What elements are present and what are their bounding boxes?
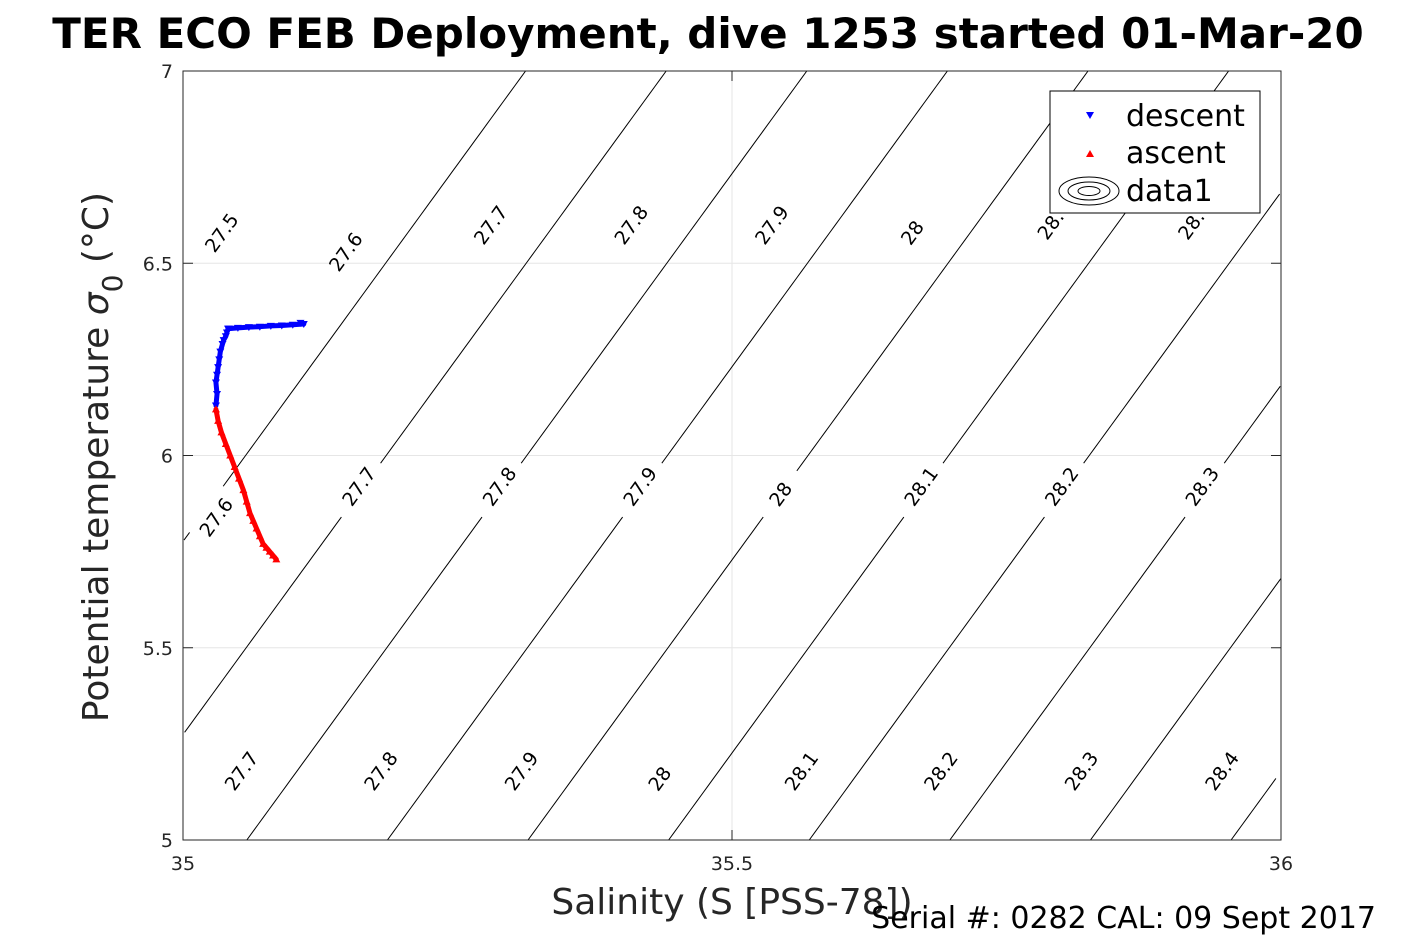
legend-descent-marker	[1086, 112, 1094, 119]
y-tick-label: 6.5	[143, 253, 173, 275]
legend-descent-label: descent	[1126, 99, 1245, 134]
legend-contour-icon	[1058, 176, 1120, 206]
isopycnal-label: 27.7	[221, 748, 264, 795]
isopycnal-label: 27.8	[360, 748, 403, 795]
y-axis-label-unit: (°C)	[76, 192, 117, 275]
legend-ascent-label: ascent	[1126, 136, 1226, 171]
y-tick-label: 6	[161, 446, 173, 468]
isopycnal-line	[796, 70, 1089, 472]
isopycnal-label: 28.1	[900, 463, 943, 510]
isopycnal-label: 27.9	[501, 748, 544, 795]
isopycnal-line	[183, 532, 190, 541]
isopycnal-label: 27.9	[619, 463, 662, 510]
isopycnal-label: 28.3	[1181, 463, 1224, 510]
legend-ascent-marker	[1086, 150, 1094, 157]
isopycnal-label: 28	[644, 763, 676, 796]
data-points	[211, 319, 308, 563]
isopycnal-line	[527, 516, 764, 841]
y-axis-label: Potential temperature σ0 (°C)	[76, 192, 129, 722]
isopycnal-line	[949, 516, 1186, 841]
isopycnal-contours	[183, 70, 1282, 841]
isopycnal-line	[1230, 778, 1277, 841]
isopycnal-line	[1223, 385, 1281, 464]
chart-title: TER ECO FEB Deployment, dive 1253 starte…	[52, 9, 1363, 58]
x-tick-label: 35.5	[711, 853, 753, 875]
isopycnal-line	[1090, 578, 1282, 841]
isopycnal-label: 27.8	[479, 463, 522, 510]
descent-trace	[213, 320, 307, 409]
isopycnal-label: 28.4	[1201, 748, 1244, 795]
isopycnal-line	[1083, 193, 1281, 464]
isopycnal-label: 28	[765, 478, 797, 511]
y-axis-label-subscript: 0	[96, 275, 129, 293]
isopycnal-line	[387, 516, 624, 841]
legend-contour-label: data1	[1126, 174, 1213, 209]
y-tick-label: 5	[161, 830, 173, 852]
isopycnal-labels: 27.5 27.627.7 27.8 27.9 28 28. 28.27.627.7 27.8…	[195, 202, 1243, 796]
isopycnal-line	[184, 516, 342, 733]
isopycnal-label: 28.2	[1041, 463, 1084, 510]
x-axis-label: Salinity (S [PSS-78])	[551, 882, 912, 923]
isopycnal-label: 27.8	[610, 202, 653, 249]
isopycnal-label: 28.1	[781, 748, 824, 795]
isopycnal-label: 27.6	[325, 229, 368, 276]
x-tick-label: 35	[171, 853, 195, 875]
isopycnal-label: 27.7	[470, 202, 513, 249]
ascent-trace	[213, 406, 279, 562]
isopycnal-line	[520, 70, 808, 464]
y-tick-label: 7	[161, 61, 173, 83]
isopycnal-label: 27.5	[201, 210, 244, 257]
y-tick-label: 5.5	[143, 638, 173, 660]
isopycnal-line	[808, 516, 1045, 841]
isopycnal-label: 28.2	[920, 748, 963, 795]
isopycnal-label: 27.9	[751, 202, 794, 249]
isopycnal-line	[246, 516, 483, 841]
y-axis-label-sigma: σ	[76, 291, 117, 315]
x-tick-label: 36	[1269, 853, 1293, 875]
isopycnal-label: 28	[897, 217, 929, 250]
isopycnal-label: 28.3	[1061, 748, 1104, 795]
isopycnal-line	[222, 70, 526, 487]
isopycnal-line	[668, 516, 905, 841]
y-axis-label-main: Potential temperature	[76, 315, 117, 722]
isopycnal-line	[380, 70, 667, 464]
isopycnal-line	[661, 70, 948, 464]
legend-box	[1049, 90, 1261, 214]
legend: descent ascent data1	[1049, 90, 1261, 214]
serial-cal-footer: Serial #: 0282 CAL: 09 Sept 2017	[871, 901, 1376, 936]
isopycnal-label: 27.6	[195, 494, 238, 541]
isopycnal-label: 27.7	[338, 463, 381, 510]
axis-ticks: 35 35.5 36 5 5.5 6 6.5 7	[143, 61, 1293, 875]
